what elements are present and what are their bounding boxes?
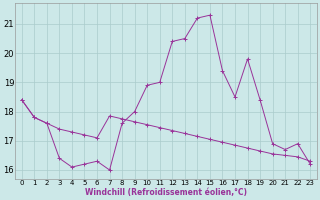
X-axis label: Windchill (Refroidissement éolien,°C): Windchill (Refroidissement éolien,°C) bbox=[85, 188, 247, 197]
